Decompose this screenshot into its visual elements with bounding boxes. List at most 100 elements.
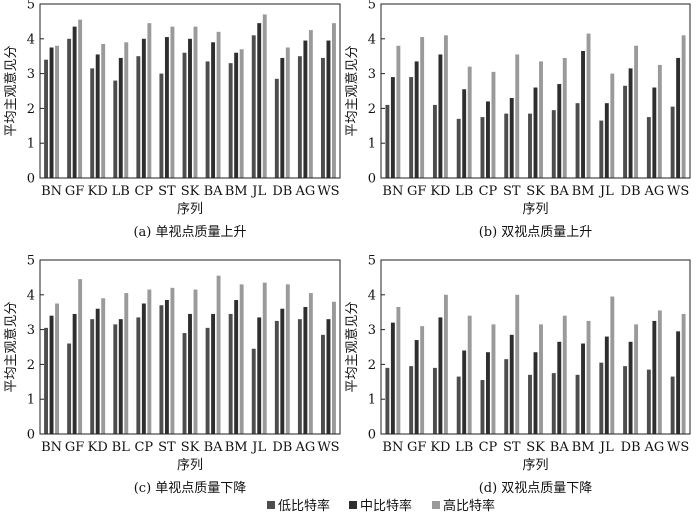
- bar-ag-series-1: [297, 56, 302, 179]
- bar-bn-series-1: [44, 327, 48, 434]
- bar-gf-series-1: [67, 343, 72, 434]
- bar-st-series-2: [164, 37, 169, 179]
- panel-caption: (d) 双视点质量下降: [479, 481, 593, 496]
- panel-caption: (a) 单视点质量上升: [133, 225, 246, 240]
- y-tick-label: 2: [27, 358, 35, 373]
- bar-db-series-1: [274, 320, 279, 434]
- bar-sk-series-2: [188, 313, 192, 434]
- x-tick-label: AG: [643, 440, 664, 455]
- bar-db-series-3: [285, 284, 290, 434]
- bar-bm-series-1: [575, 103, 580, 178]
- x-tick-label: AG: [643, 184, 664, 199]
- bar-cp-series-2: [486, 101, 490, 178]
- bar-lb-series-2: [462, 350, 467, 434]
- bar-cp-series-3: [491, 324, 496, 434]
- bar-kd-series-1: [432, 367, 437, 434]
- bar-bn-series-2: [49, 47, 54, 178]
- x-tick-label: SK: [181, 440, 200, 455]
- x-tick-label: BM: [572, 184, 595, 199]
- bar-bl-series-1: [113, 324, 118, 434]
- bar-bl-series-3: [124, 293, 129, 434]
- plot-frame: [380, 259, 691, 435]
- plot-frame: [39, 3, 341, 179]
- x-tick-label: GF: [407, 184, 426, 199]
- y-tick-label: 5: [27, 0, 35, 13]
- bar-ba-series-3: [216, 31, 221, 179]
- legend-label-3: 高比特率: [443, 498, 495, 514]
- x-tick-label: WS: [317, 440, 339, 455]
- bar-bm-series-3: [586, 320, 591, 434]
- bar-st-series-2: [509, 334, 514, 434]
- x-tick-label: GF: [65, 184, 84, 199]
- x-tick-label: ST: [503, 440, 521, 455]
- x-tick-label: CP: [134, 184, 153, 199]
- bar-ag-series-3: [308, 293, 313, 434]
- bar-sk-series-2: [533, 352, 538, 434]
- bar-sk-series-3: [539, 324, 543, 434]
- x-tick-label: ST: [158, 440, 176, 455]
- y-tick-label: 0: [27, 172, 35, 187]
- y-tick-label: 5: [368, 254, 376, 269]
- x-tick-label: BM: [225, 184, 248, 199]
- bar-sk-series-1: [528, 374, 532, 434]
- bar-db-series-1: [623, 366, 628, 434]
- bar-bn-series-3: [396, 306, 401, 434]
- bar-ba-series-1: [551, 373, 556, 434]
- bar-ws-series-1: [670, 106, 675, 178]
- bar-ag-series-3: [657, 310, 662, 434]
- bar-cp-series-3: [491, 71, 496, 178]
- bar-cp-series-2: [141, 38, 146, 178]
- bar-sk-series-3: [193, 26, 198, 179]
- bar-jl-series-2: [257, 317, 262, 434]
- bar-gf-series-3: [420, 326, 425, 434]
- bar-st-series-1: [159, 73, 164, 178]
- bar-gf-series-1: [67, 38, 72, 178]
- bar-db-series-2: [280, 57, 285, 178]
- bar-ws-series-3: [681, 313, 686, 434]
- x-axis-label: 序列: [177, 458, 203, 473]
- bar-bm-series-1: [228, 313, 233, 434]
- x-tick-label: SK: [526, 440, 545, 455]
- bar-lb-series-3: [467, 66, 472, 178]
- bar-lb-series-3: [467, 315, 472, 434]
- x-tick-label: BA: [550, 440, 570, 455]
- y-tick-label: 2: [368, 102, 376, 117]
- bar-sk-series-2: [533, 87, 538, 178]
- bar-st-series-3: [170, 287, 175, 434]
- bar-ba-series-1: [551, 110, 556, 178]
- bar-sk-series-3: [193, 289, 198, 434]
- bar-ag-series-2: [303, 40, 308, 178]
- x-tick-label: AG: [294, 184, 315, 199]
- bar-kd-series-2: [95, 308, 100, 434]
- y-tick-label: 1: [368, 393, 376, 408]
- y-axis-label: 平均主观意见分: [344, 45, 360, 136]
- bar-bm-series-1: [575, 374, 580, 434]
- x-tick-label: BN: [41, 440, 62, 455]
- y-tick-label: 4: [368, 288, 376, 303]
- bar-lb-series-2: [462, 89, 467, 178]
- bar-kd-series-3: [443, 35, 448, 178]
- x-tick-label: DB: [272, 440, 292, 455]
- y-tick-label: 5: [368, 0, 376, 13]
- x-tick-label: JL: [598, 440, 614, 455]
- bar-bn-series-1: [44, 59, 48, 178]
- x-tick-label: BL: [112, 440, 131, 455]
- x-tick-label: BA: [204, 440, 224, 455]
- legend-swatch-1: [267, 501, 275, 509]
- bar-ag-series-3: [308, 30, 313, 178]
- bar-bn-series-3: [55, 303, 59, 434]
- plot-frame: [39, 259, 341, 435]
- x-axis-label: 序列: [522, 458, 548, 473]
- y-tick-label: 4: [368, 32, 376, 47]
- bar-kd-series-3: [101, 44, 106, 178]
- bar-cp-series-3: [147, 289, 152, 434]
- bar-db-series-2: [628, 341, 633, 434]
- bar-ag-series-3: [657, 64, 662, 178]
- bar-ba-series-2: [211, 313, 216, 434]
- bar-ws-series-2: [676, 331, 681, 434]
- bar-ag-series-1: [297, 319, 302, 434]
- bar-st-series-3: [170, 26, 175, 179]
- bar-bn-series-3: [55, 45, 59, 179]
- x-tick-label: WS: [317, 184, 339, 199]
- y-axis-label: 平均主观意见分: [3, 45, 19, 136]
